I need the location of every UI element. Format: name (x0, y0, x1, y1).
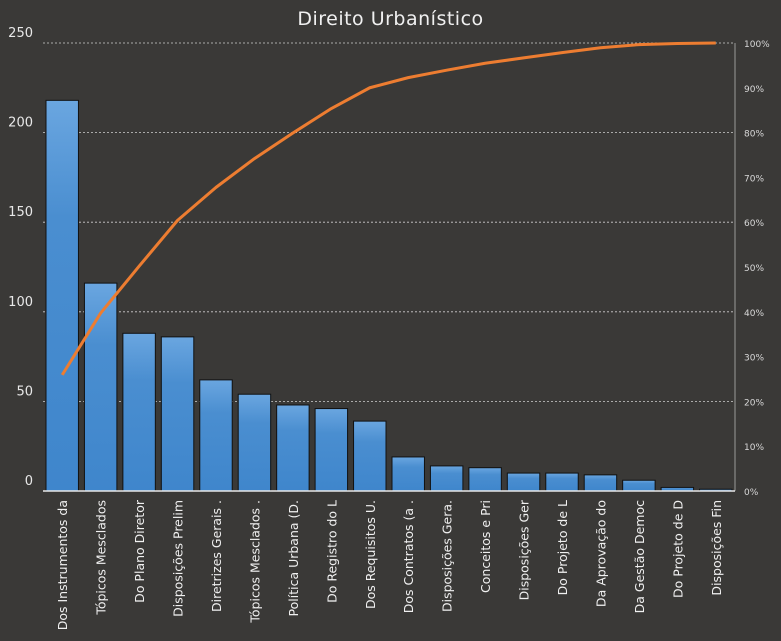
bar (391, 456, 425, 492)
bar (353, 420, 387, 492)
bar (468, 467, 502, 492)
x-tick-label: Conceitos e Pri (478, 500, 493, 593)
bar (583, 474, 618, 492)
x-tick-label: Disposições Fin (709, 500, 724, 596)
y2-tick-label: 20% (744, 398, 764, 408)
bar (622, 479, 656, 492)
x-tick-label: Disposições Ger (517, 499, 532, 600)
x-tick-label: Do Registro do L (324, 500, 339, 603)
x-tick-label: Do Projeto de L (555, 500, 570, 595)
bar (45, 99, 79, 492)
y2-tick-label: 10% (744, 443, 764, 453)
y-tick-label: 50 (16, 384, 33, 399)
chart-title: Direito Urbanístico (297, 8, 484, 30)
x-tick-label: Do Plano Diretor (132, 499, 147, 603)
x-tick-label: Diretrizes Gerais . (209, 500, 224, 612)
bar (199, 379, 233, 492)
x-tick-label: Disposições Prelim (171, 500, 186, 617)
y-tick-label: 250 (8, 26, 33, 41)
y2-tick-label: 80% (744, 130, 764, 140)
x-tick-label: Política Urbana (D. (286, 500, 301, 616)
bar (314, 408, 349, 492)
y2-tick-label: 50% (744, 264, 764, 274)
x-tick-label: Tópicos Mesclados . (247, 500, 262, 624)
bar (237, 393, 272, 492)
bar (122, 332, 156, 492)
y2-tick-label: 70% (744, 174, 764, 184)
y2-tick-label: 100% (744, 40, 770, 50)
bar (545, 472, 579, 492)
y-tick-label: 100 (8, 295, 33, 310)
x-tick-label: Da Aprovação do (593, 500, 608, 607)
bar (429, 465, 464, 492)
bar (160, 336, 195, 492)
y-tick-label: 0 (25, 474, 33, 489)
bar (276, 404, 310, 492)
y2-tick-label: 0% (744, 488, 759, 498)
x-tick-label: Dos Contratos (a . (401, 500, 416, 613)
x-tick-label: Do Projeto de D (670, 500, 685, 598)
y-tick-label: 150 (8, 205, 33, 220)
y2-tick-label: 30% (744, 354, 764, 364)
y2-tick-label: 90% (744, 85, 764, 95)
bar (506, 472, 541, 492)
cumulative-line (60, 41, 716, 376)
x-tick-label: Da Gestão Democ (632, 500, 647, 613)
x-tick-label: Tópicos Mesclados (94, 500, 109, 616)
x-tick-label: Disposições Gera. (440, 500, 455, 612)
y2-tick-label: 60% (744, 219, 764, 229)
x-tick-label: Dos Instrumentos da (55, 500, 70, 630)
y2-tick-label: 40% (744, 309, 764, 319)
x-tick-label: Dos Requisitos U. (363, 500, 378, 609)
y-tick-label: 200 (8, 116, 33, 131)
